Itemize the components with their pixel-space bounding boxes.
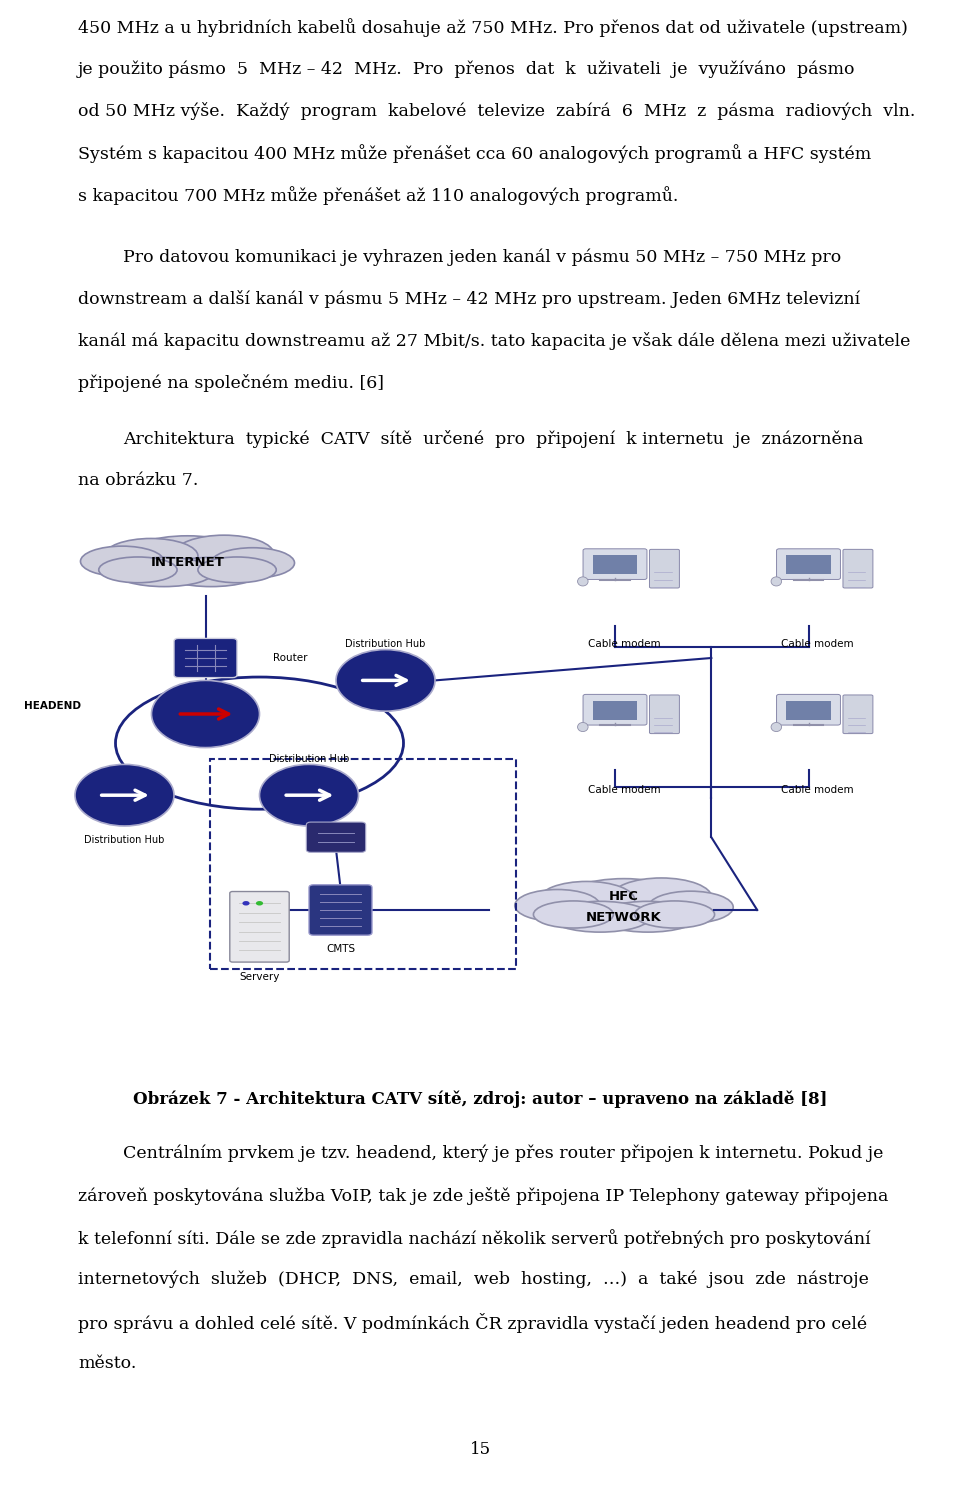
Text: Cable modem: Cable modem: [588, 785, 660, 794]
Circle shape: [259, 764, 358, 825]
Text: od 50 MHz výše.  Každý  program  kabelové  televize  zabírá  6  MHz  z  pásma  r: od 50 MHz výše. Každý program kabelové t…: [78, 103, 916, 120]
Text: Router: Router: [273, 653, 307, 663]
Ellipse shape: [771, 577, 781, 586]
Text: 15: 15: [469, 1441, 491, 1459]
FancyBboxPatch shape: [777, 549, 840, 580]
Text: Cable modem: Cable modem: [588, 639, 660, 648]
Text: pro správu a dohled celé sítě. V podmínkách ČR zpravidla vystačí jeden headend p: pro správu a dohled celé sítě. V podmínk…: [78, 1313, 867, 1332]
Ellipse shape: [122, 535, 252, 583]
Text: downstream a další kanál v pásmu 5 MHz – 42 MHz pro upstream. Jeden 6MHz televiz: downstream a další kanál v pásmu 5 MHz –…: [78, 290, 860, 308]
FancyBboxPatch shape: [777, 694, 840, 726]
Text: internetových  služeb  (DHCP,  DNS,  email,  web  hosting,  …)  a  také  jsou  z: internetových služeb (DHCP, DNS, email, …: [78, 1271, 869, 1289]
Text: Pro datovou komunikaci je vyhrazen jeden kanál v pásmu 50 MHz – 750 MHz pro: Pro datovou komunikaci je vyhrazen jeden…: [123, 248, 841, 266]
Text: kanál má kapacitu downstreamu až 27 Mbit/s. tato kapacita je však dále dělena me: kanál má kapacitu downstreamu až 27 Mbit…: [78, 332, 910, 349]
Text: s kapacitou 700 MHz může přenášet až 110 analogových programů.: s kapacitou 700 MHz může přenášet až 110…: [78, 186, 679, 205]
Ellipse shape: [771, 723, 781, 732]
FancyBboxPatch shape: [309, 885, 372, 935]
FancyBboxPatch shape: [229, 892, 289, 962]
FancyBboxPatch shape: [650, 549, 680, 587]
Ellipse shape: [175, 535, 274, 572]
Circle shape: [75, 764, 174, 825]
FancyBboxPatch shape: [650, 694, 680, 733]
Text: NETWORK: NETWORK: [587, 912, 661, 925]
Ellipse shape: [161, 558, 260, 586]
Text: Distribution Hub: Distribution Hub: [346, 639, 425, 648]
Ellipse shape: [578, 577, 588, 586]
Text: na obrázku 7.: na obrázku 7.: [78, 471, 199, 489]
Circle shape: [152, 681, 259, 748]
Text: Systém s kapacitou 400 MHz může přenášet cca 60 analogových programů a HFC systé: Systém s kapacitou 400 MHz může přenášet…: [78, 144, 872, 164]
Ellipse shape: [81, 546, 164, 577]
Text: HEADEND: HEADEND: [24, 700, 81, 711]
Ellipse shape: [211, 547, 295, 578]
Ellipse shape: [597, 901, 699, 932]
FancyBboxPatch shape: [583, 694, 647, 726]
Ellipse shape: [648, 891, 733, 923]
Ellipse shape: [198, 558, 276, 583]
Ellipse shape: [114, 558, 213, 586]
Text: připojené na společném mediu. [6]: připojené na společném mediu. [6]: [78, 375, 384, 393]
Ellipse shape: [578, 723, 588, 732]
Ellipse shape: [534, 901, 613, 928]
Ellipse shape: [99, 558, 177, 583]
Ellipse shape: [635, 901, 714, 928]
Text: Cable modem: Cable modem: [781, 639, 853, 648]
FancyBboxPatch shape: [786, 555, 830, 574]
Ellipse shape: [539, 882, 635, 919]
FancyBboxPatch shape: [843, 549, 873, 587]
FancyBboxPatch shape: [592, 700, 637, 720]
Ellipse shape: [611, 877, 712, 917]
FancyBboxPatch shape: [843, 694, 873, 733]
FancyBboxPatch shape: [174, 638, 237, 678]
Text: k telefonní síti. Dále se zde zpravidla nachází několik serverů potřebných pro p: k telefonní síti. Dále se zde zpravidla …: [78, 1228, 871, 1248]
Text: Distribution Hub: Distribution Hub: [84, 836, 165, 845]
Circle shape: [256, 901, 263, 906]
Text: Architektura  typické  CATV  sítě  určené  pro  připojení  k internetu  je  znáz: Architektura typické CATV sítě určené pr…: [123, 430, 863, 448]
FancyBboxPatch shape: [583, 549, 647, 580]
Text: Obrázek 7 - Architektura CATV sítě, zdroj: autor – upraveno na základě [8]: Obrázek 7 - Architektura CATV sítě, zdro…: [132, 1090, 828, 1108]
Text: CMTS: CMTS: [326, 944, 355, 955]
FancyBboxPatch shape: [592, 555, 637, 574]
Text: 450 MHz a u hybridních kabelů dosahuje až 750 MHz. Pro přenos dat od uživatele (: 450 MHz a u hybridních kabelů dosahuje a…: [78, 18, 908, 37]
Circle shape: [242, 901, 250, 906]
Ellipse shape: [104, 538, 198, 574]
Ellipse shape: [515, 889, 600, 922]
FancyBboxPatch shape: [786, 700, 830, 720]
Text: je použito pásmo  5  MHz – 42  MHz.  Pro  přenos  dat  k  uživateli  je  využívá: je použito pásmo 5 MHz – 42 MHz. Pro pře…: [78, 59, 855, 77]
Text: Cable modem: Cable modem: [781, 785, 853, 794]
Circle shape: [336, 650, 435, 711]
Text: Centrálním prvkem je tzv. headend, který je přes router připojen k internetu. Po: Centrálním prvkem je tzv. headend, který…: [123, 1145, 883, 1163]
Text: město.: město.: [78, 1355, 136, 1373]
Text: zároveň poskytována služba VoIP, tak je zde ještě připojena IP Telephony gateway: zároveň poskytována služba VoIP, tak je …: [78, 1187, 888, 1204]
FancyBboxPatch shape: [306, 822, 366, 852]
Text: Servery: Servery: [239, 972, 279, 983]
Text: HFC: HFC: [609, 891, 639, 903]
Text: Distribution Hub: Distribution Hub: [269, 754, 349, 764]
Ellipse shape: [549, 901, 651, 932]
Ellipse shape: [558, 879, 690, 928]
Text: INTERNET: INTERNET: [151, 556, 225, 570]
